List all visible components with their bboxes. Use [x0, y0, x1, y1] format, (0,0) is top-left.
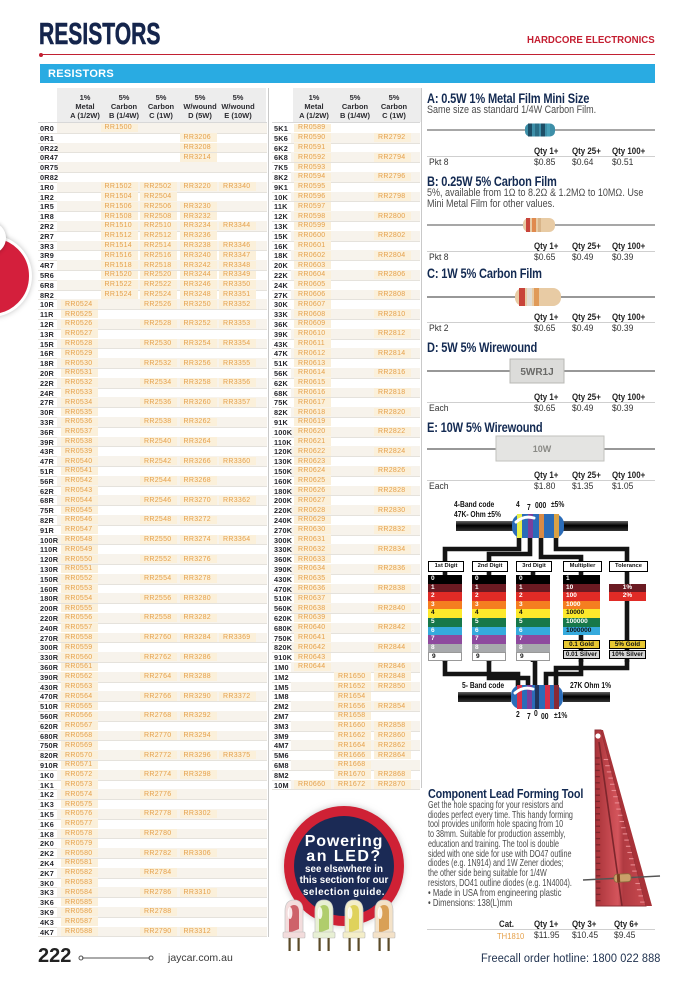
svg-text:10W: 10W	[533, 444, 552, 454]
svg-text:5WR1J: 5WR1J	[520, 367, 553, 378]
